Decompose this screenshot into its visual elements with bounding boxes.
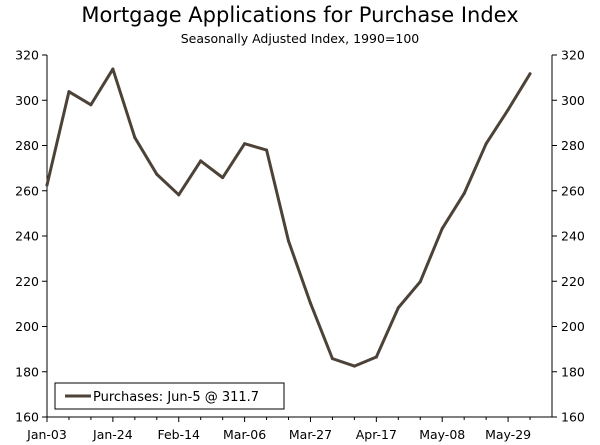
data-point	[330, 357, 334, 361]
data-point	[133, 136, 137, 140]
data-point	[418, 280, 422, 284]
x-tick-label: Mar-27	[289, 427, 332, 442]
y-tick-label-left: 280	[15, 138, 39, 153]
series-line-purchases	[45, 67, 532, 368]
y-tick-label-right: 240	[561, 229, 585, 244]
data-point	[506, 108, 510, 112]
x-tick-label: May-08	[419, 427, 465, 442]
x-tick-label: Mar-06	[223, 427, 266, 442]
y-tick-label-left: 320	[15, 48, 39, 63]
data-point	[396, 306, 400, 310]
y-tick-label-left: 240	[15, 229, 39, 244]
x-tick-label: Feb-14	[157, 427, 200, 442]
series-layer	[45, 67, 532, 368]
y-tick-label-right: 280	[561, 138, 585, 153]
y-tick-label-right: 180	[561, 364, 585, 379]
chart-title: Mortgage Applications for Purchase Index	[81, 3, 519, 27]
x-tick-label: Jan-03	[26, 427, 67, 442]
data-point	[374, 355, 378, 359]
data-point	[243, 142, 247, 146]
data-point	[111, 67, 115, 71]
data-point	[484, 142, 488, 146]
data-point	[462, 191, 466, 195]
x-tick-label: Apr-17	[356, 427, 397, 442]
data-point	[287, 239, 291, 243]
x-axis: Jan-03 Jan-24 Feb-14 Mar-06 Mar-27 Apr-17 May-…	[26, 417, 531, 442]
data-point	[199, 159, 203, 163]
y-tick-label-right: 320	[561, 48, 585, 63]
y-tick-label-left: 160	[15, 410, 39, 425]
y-tick-label-left: 300	[15, 93, 39, 108]
y-tick-label-left: 180	[15, 364, 39, 379]
data-point	[89, 103, 93, 107]
data-point	[352, 364, 356, 368]
y-tick-label-right: 260	[561, 183, 585, 198]
data-point	[221, 176, 225, 180]
x-tick-label: May-29	[485, 427, 531, 442]
y-tick-label-left: 260	[15, 183, 39, 198]
data-point	[440, 227, 444, 231]
data-point	[265, 148, 269, 152]
data-point	[528, 72, 532, 76]
y-tick-label-right: 220	[561, 274, 585, 289]
legend: Purchases: Jun-5 @ 311.7	[54, 382, 285, 410]
x-tick-label: Jan-24	[92, 427, 133, 442]
data-point	[177, 193, 181, 197]
chart-axes	[46, 55, 553, 418]
y-axis-left: 160 180 200 220 240 260 280 300 320	[15, 48, 47, 425]
y-tick-label-right: 160	[561, 410, 585, 425]
y-tick-label-left: 220	[15, 274, 39, 289]
y-axis-right: 160 180 200 220 240 260 280 300 320	[552, 48, 585, 425]
data-point	[67, 90, 71, 94]
y-tick-label-right: 300	[561, 93, 585, 108]
y-tick-label-right: 200	[561, 319, 585, 334]
data-point	[155, 172, 159, 176]
y-tick-label-left: 200	[15, 319, 39, 334]
data-point	[45, 183, 49, 187]
chart-subtitle: Seasonally Adjusted Index, 1990=100	[180, 31, 420, 46]
legend-label: Purchases: Jun-5 @ 311.7	[93, 390, 259, 405]
legend-box	[54, 382, 285, 410]
data-point	[308, 301, 312, 305]
